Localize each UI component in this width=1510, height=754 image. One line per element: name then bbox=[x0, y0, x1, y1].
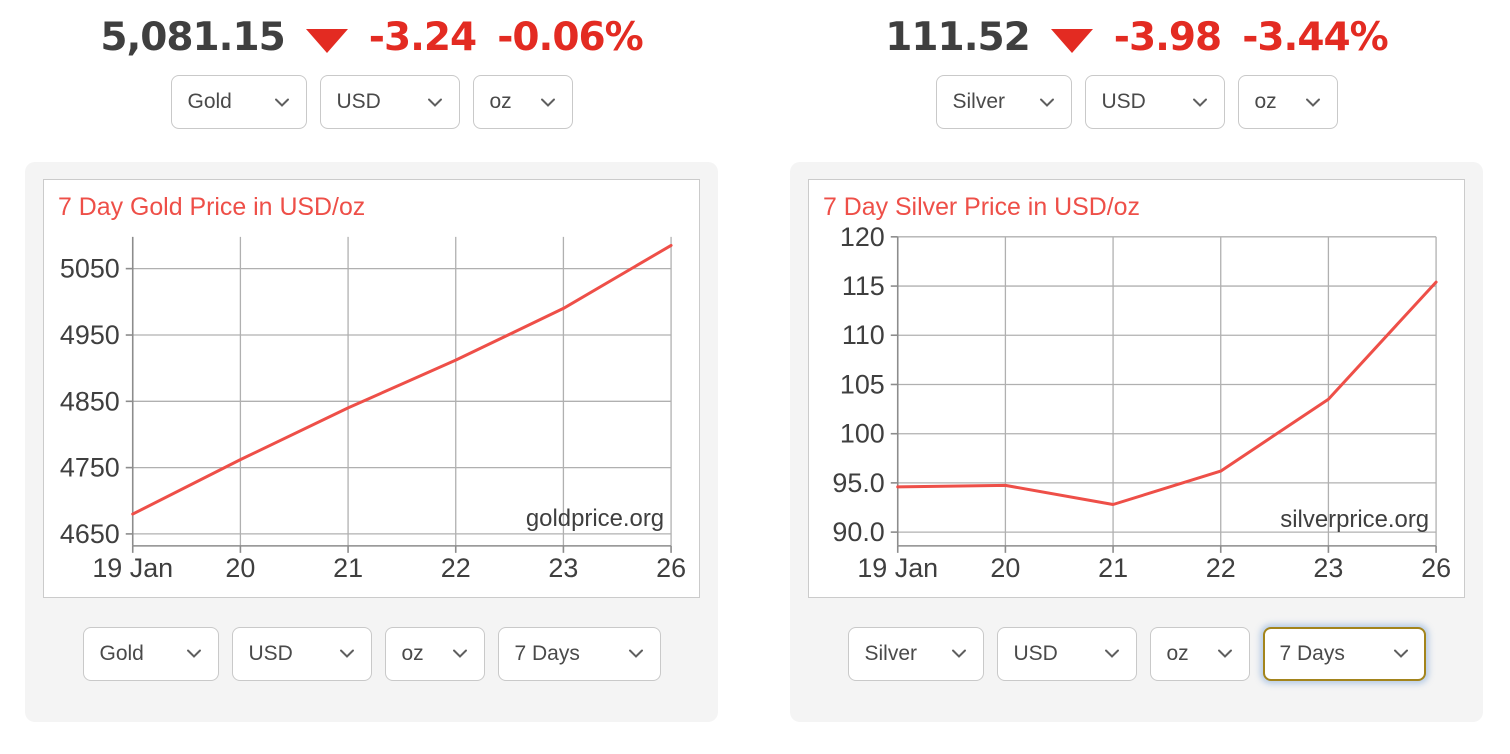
chevron-down-icon bbox=[1192, 97, 1208, 108]
gold-top-select-row: Gold USD oz bbox=[25, 75, 718, 129]
chevron-down-icon bbox=[186, 648, 202, 659]
select-value: Gold bbox=[187, 90, 232, 113]
gold-price: 5,081.15 bbox=[100, 14, 285, 60]
svg-text:115: 115 bbox=[842, 271, 885, 301]
silver-chart-currency-select[interactable]: USD bbox=[996, 626, 1137, 681]
svg-text:23: 23 bbox=[1313, 553, 1343, 583]
svg-text:19 Jan: 19 Jan bbox=[857, 553, 938, 583]
svg-text:22: 22 bbox=[1206, 553, 1236, 583]
svg-text:5050: 5050 bbox=[60, 254, 120, 284]
svg-text:95.0: 95.0 bbox=[832, 468, 884, 498]
silver-chart-card: 7 Day Silver Price in USD/oz 90.0 95.0 100 1… bbox=[790, 162, 1483, 722]
svg-text:26: 26 bbox=[1421, 553, 1451, 583]
gold-chart: 7 Day Gold Price in USD/oz 4650 4750 4850 49… bbox=[43, 179, 700, 598]
select-value: oz bbox=[1166, 641, 1189, 665]
silver-unit-select[interactable]: oz bbox=[1237, 75, 1338, 129]
price-decrease-triangle-icon bbox=[1050, 28, 1093, 53]
silver-top-select-row: Silver USD oz bbox=[790, 75, 1483, 129]
select-value: oz bbox=[401, 641, 424, 665]
select-value: Silver bbox=[952, 90, 1006, 113]
chevron-down-icon bbox=[452, 648, 468, 659]
gold-change-percent: -0.06% bbox=[497, 14, 643, 60]
gold-metal-select[interactable]: Gold bbox=[170, 75, 307, 129]
svg-text:120: 120 bbox=[840, 222, 885, 252]
silver-quote-row: 111.52 -3.98 -3.44% bbox=[790, 13, 1483, 61]
svg-text:4750: 4750 bbox=[60, 453, 120, 483]
chevron-down-icon bbox=[628, 648, 644, 659]
select-value: Gold bbox=[99, 641, 144, 665]
svg-text:4850: 4850 bbox=[60, 386, 120, 416]
svg-text:26: 26 bbox=[656, 553, 686, 583]
chevron-down-icon bbox=[1393, 648, 1409, 659]
gold-chart-currency-select[interactable]: USD bbox=[231, 626, 372, 681]
silver-chart-unit-select[interactable]: oz bbox=[1149, 626, 1250, 681]
svg-text:silverprice.org: silverprice.org bbox=[1280, 506, 1429, 533]
select-value: USD bbox=[1101, 90, 1146, 113]
chevron-down-icon bbox=[1305, 97, 1321, 108]
silver-chart: 7 Day Silver Price in USD/oz 90.0 95.0 100 1… bbox=[808, 179, 1465, 598]
gold-panel: 5,081.15 -3.24 -0.06% Gold USD oz 7 Day … bbox=[25, 13, 718, 722]
chevron-down-icon bbox=[339, 648, 355, 659]
gold-currency-select[interactable]: USD bbox=[319, 75, 460, 129]
svg-text:7 Day Silver Price in USD/oz: 7 Day Silver Price in USD/oz bbox=[823, 193, 1140, 221]
chevron-down-icon bbox=[427, 97, 443, 108]
select-value: 7 Days bbox=[1279, 641, 1345, 665]
svg-text:7 Day Gold Price in USD/oz: 7 Day Gold Price in USD/oz bbox=[58, 193, 365, 221]
gold-chart-metal-select[interactable]: Gold bbox=[82, 626, 219, 681]
svg-text:105: 105 bbox=[840, 369, 885, 399]
silver-currency-select[interactable]: USD bbox=[1084, 75, 1225, 129]
silver-price: 111.52 bbox=[885, 14, 1030, 60]
silver-bottom-select-row: Silver USD oz 7 Days bbox=[808, 626, 1465, 681]
silver-panel: 111.52 -3.98 -3.44% Silver USD oz 7 Day … bbox=[790, 13, 1483, 722]
gold-quote-row: 5,081.15 -3.24 -0.06% bbox=[25, 13, 718, 61]
svg-text:4950: 4950 bbox=[60, 320, 120, 350]
chevron-down-icon bbox=[1104, 648, 1120, 659]
price-charts-page: 5,081.15 -3.24 -0.06% Gold USD oz 7 Day … bbox=[25, 13, 1483, 722]
svg-text:19 Jan: 19 Jan bbox=[92, 553, 173, 583]
gold-unit-select[interactable]: oz bbox=[472, 75, 573, 129]
chevron-down-icon bbox=[1039, 97, 1055, 108]
svg-text:21: 21 bbox=[333, 553, 363, 583]
svg-text:22: 22 bbox=[441, 553, 471, 583]
svg-text:20: 20 bbox=[990, 553, 1020, 583]
svg-text:goldprice.org: goldprice.org bbox=[526, 505, 664, 532]
gold-period-select[interactable]: 7 Days bbox=[497, 626, 661, 681]
svg-text:90.0: 90.0 bbox=[832, 517, 884, 547]
select-value: USD bbox=[1013, 641, 1058, 665]
svg-text:4650: 4650 bbox=[60, 519, 120, 549]
select-value: USD bbox=[336, 90, 381, 113]
gold-chart-unit-select[interactable]: oz bbox=[384, 626, 485, 681]
chevron-down-icon bbox=[1217, 648, 1233, 659]
svg-text:21: 21 bbox=[1098, 553, 1128, 583]
select-value: USD bbox=[248, 641, 293, 665]
chevron-down-icon bbox=[951, 648, 967, 659]
gold-bottom-select-row: Gold USD oz 7 Days bbox=[43, 626, 700, 681]
chevron-down-icon bbox=[274, 97, 290, 108]
gold-chart-card: 7 Day Gold Price in USD/oz 4650 4750 4850 49… bbox=[25, 162, 718, 722]
silver-metal-select[interactable]: Silver bbox=[935, 75, 1072, 129]
silver-chart-metal-select[interactable]: Silver bbox=[847, 626, 984, 681]
silver-period-select[interactable]: 7 Days bbox=[1262, 626, 1426, 681]
select-value: Silver bbox=[864, 641, 918, 665]
select-value: oz bbox=[489, 90, 512, 113]
select-value: 7 Days bbox=[514, 641, 580, 665]
silver-change-percent: -3.44% bbox=[1242, 14, 1388, 60]
chevron-down-icon bbox=[540, 97, 556, 108]
gold-change: -3.24 bbox=[368, 14, 477, 60]
svg-text:100: 100 bbox=[840, 419, 885, 449]
price-decrease-triangle-icon bbox=[305, 28, 348, 53]
svg-text:110: 110 bbox=[842, 320, 885, 350]
svg-text:20: 20 bbox=[225, 553, 255, 583]
silver-change: -3.98 bbox=[1113, 14, 1222, 60]
svg-text:23: 23 bbox=[548, 553, 578, 583]
select-value: oz bbox=[1254, 90, 1277, 113]
